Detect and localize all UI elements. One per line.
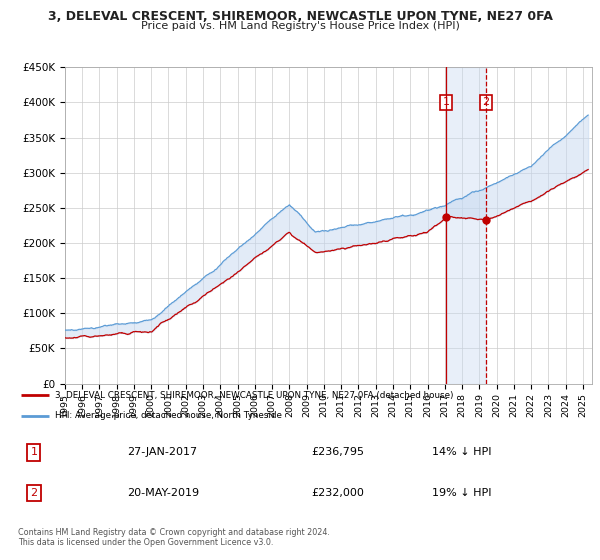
Text: 14% ↓ HPI: 14% ↓ HPI — [433, 447, 492, 458]
Text: 3, DELEVAL CRESCENT, SHIREMOOR, NEWCASTLE UPON TYNE, NE27 0FA (detached house): 3, DELEVAL CRESCENT, SHIREMOOR, NEWCASTL… — [55, 391, 454, 400]
Bar — [446, 67, 486, 384]
Text: 1: 1 — [443, 97, 449, 108]
Text: 2: 2 — [31, 488, 37, 498]
Text: £236,795: £236,795 — [311, 447, 365, 458]
Text: 1: 1 — [31, 447, 37, 458]
Text: 20-MAY-2019: 20-MAY-2019 — [127, 488, 199, 498]
Text: Contains HM Land Registry data © Crown copyright and database right 2024.
This d: Contains HM Land Registry data © Crown c… — [18, 528, 330, 547]
Text: Price paid vs. HM Land Registry's House Price Index (HPI): Price paid vs. HM Land Registry's House … — [140, 21, 460, 31]
Text: £232,000: £232,000 — [311, 488, 364, 498]
Text: 2: 2 — [482, 97, 490, 108]
Text: 19% ↓ HPI: 19% ↓ HPI — [433, 488, 492, 498]
Text: 3, DELEVAL CRESCENT, SHIREMOOR, NEWCASTLE UPON TYNE, NE27 0FA: 3, DELEVAL CRESCENT, SHIREMOOR, NEWCASTL… — [47, 10, 553, 23]
Text: HPI: Average price, detached house, North Tyneside: HPI: Average price, detached house, Nort… — [55, 411, 282, 420]
Text: 27-JAN-2017: 27-JAN-2017 — [127, 447, 197, 458]
